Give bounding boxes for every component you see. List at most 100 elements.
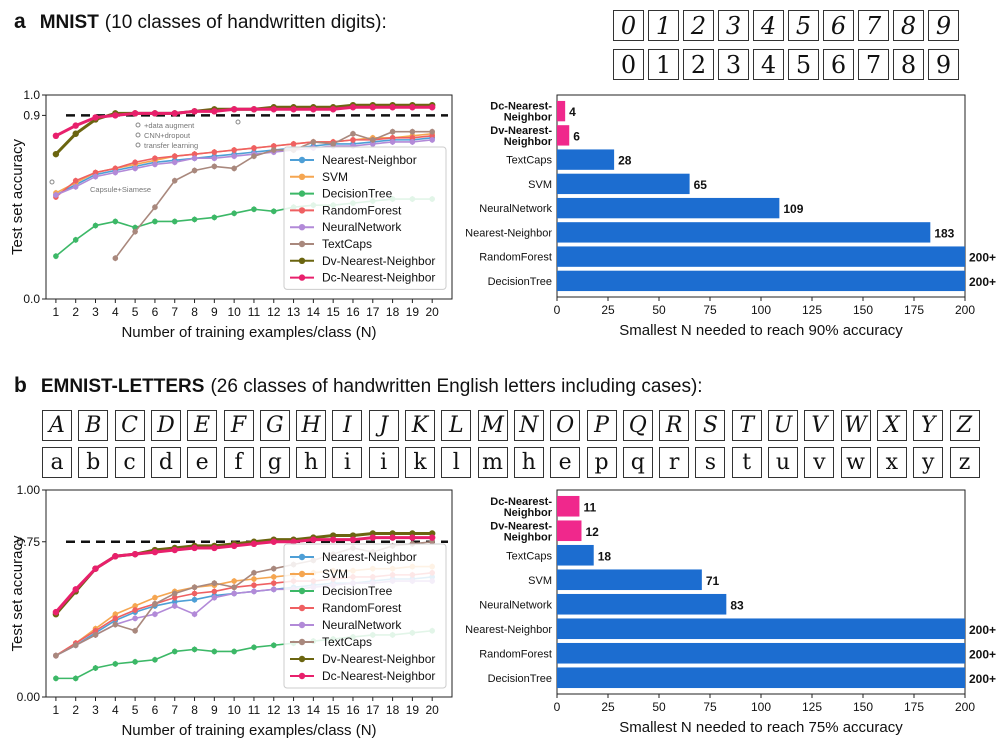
sample-glyph: 6 [823,10,854,41]
series-line [55,139,433,196]
x-tick-label: 150 [853,700,873,714]
sample-glyph: w [840,447,871,478]
data-point [53,675,59,682]
annotation-marker [135,142,141,148]
legend-label: TextCaps [322,635,372,649]
legend-label: NeuralNetwork [322,220,402,234]
sample-glyph: x [876,447,907,478]
data-point [53,192,59,198]
category-label: Dv-Nearest- [490,520,552,532]
data-point [230,542,238,550]
x-tick-label: 5 [132,703,139,717]
data-point [211,594,218,601]
sample-glyph: 3 [718,10,749,41]
data-point [72,675,79,682]
data-point [409,104,416,111]
sample-glyph: 8 [893,10,924,41]
legend-label: Dv-Nearest-Neighbor [322,254,435,268]
data-point [152,218,158,225]
x-tick-label: 10 [227,305,241,319]
emnist-line-chart: 1 2 3 4 5 6 7 8 9 10 11 12 13 14 15 16 17 18 19 200.000.751… [9,483,453,739]
x-tick-label: 19 [406,305,420,319]
y-tick-label: 0.9 [23,108,40,122]
data-point [171,598,178,605]
bar-value-label: 11 [583,500,596,514]
data-point [132,228,138,235]
sample-glyph: e [550,447,581,478]
annotation-marker [49,179,55,185]
data-point [270,106,277,113]
sample-glyph: 0 [613,10,644,41]
bar [557,149,615,170]
bar-value-label: 12 [585,525,599,539]
annotation-marker [235,119,241,125]
sample-glyph: J [368,410,399,441]
data-point [270,565,277,572]
sample-glyph: c [114,447,145,478]
sample-glyph: v [804,447,835,478]
category-label: Neighbor [504,112,553,124]
sample-glyph: l [441,447,472,478]
data-point [132,607,138,613]
sample-glyph: H [296,410,327,441]
data-point [132,627,138,634]
data-point [270,147,277,153]
x-tick-label: 5 [132,305,139,319]
legend-swatch-marker [298,604,306,612]
data-point [429,137,435,143]
data-point [92,627,99,634]
data-point [409,135,416,141]
data-point [191,646,198,653]
data-point [211,580,218,586]
category-label: Nearest-Neighbor [465,624,552,636]
series-line [55,137,433,196]
data-point [171,594,178,601]
sample-glyph: 5 [788,49,819,80]
category-label: Dc-Nearest- [490,496,552,508]
data-point [251,576,257,582]
category-label: Neighbor [504,507,553,519]
data-point [231,165,237,172]
x-tick-label: 175 [904,303,924,317]
x-tick-label: 7 [171,703,178,717]
legend-label: DecisionTree [322,584,393,598]
data-point [369,534,376,541]
data-point [112,218,119,225]
sample-glyph: h [513,447,544,478]
data-point [72,130,79,137]
category-label: Nearest-Neighbor [465,227,552,239]
x-tick-label: 11 [248,703,261,717]
series-line [54,536,433,614]
y-tick-label: 0.00 [17,690,41,704]
x-tick-label: 18 [386,305,400,319]
sample-glyph: 7 [858,49,889,80]
data-point [270,586,277,593]
data-point [72,237,79,243]
data-point [369,137,376,143]
bar [557,544,594,566]
category-label: Neighbor [504,136,553,148]
bar [557,520,582,542]
bar-value-label: 71 [706,574,720,588]
data-point [349,536,357,543]
sample-glyph: 2 [683,49,714,80]
bar-value-label: 200+ [969,647,996,661]
data-point [310,139,317,145]
annotation-label: transfer learning [144,141,198,150]
bar-value-label: 109 [783,202,803,216]
data-point [270,538,277,545]
x-tick-label: 1 [53,305,60,319]
x-tick-label: 17 [366,305,380,319]
data-point [112,169,119,176]
x-tick-label: 9 [211,703,218,717]
data-point [171,159,178,166]
x-tick-label: 75 [703,303,717,317]
data-point [112,255,119,261]
data-point [211,155,218,162]
data-point [171,603,178,609]
data-point [211,648,218,655]
bar-value-label: 200+ [969,672,996,686]
data-point [428,534,436,541]
sample-glyph: 0 [613,49,644,80]
x-tick-label: 1 [53,703,60,717]
